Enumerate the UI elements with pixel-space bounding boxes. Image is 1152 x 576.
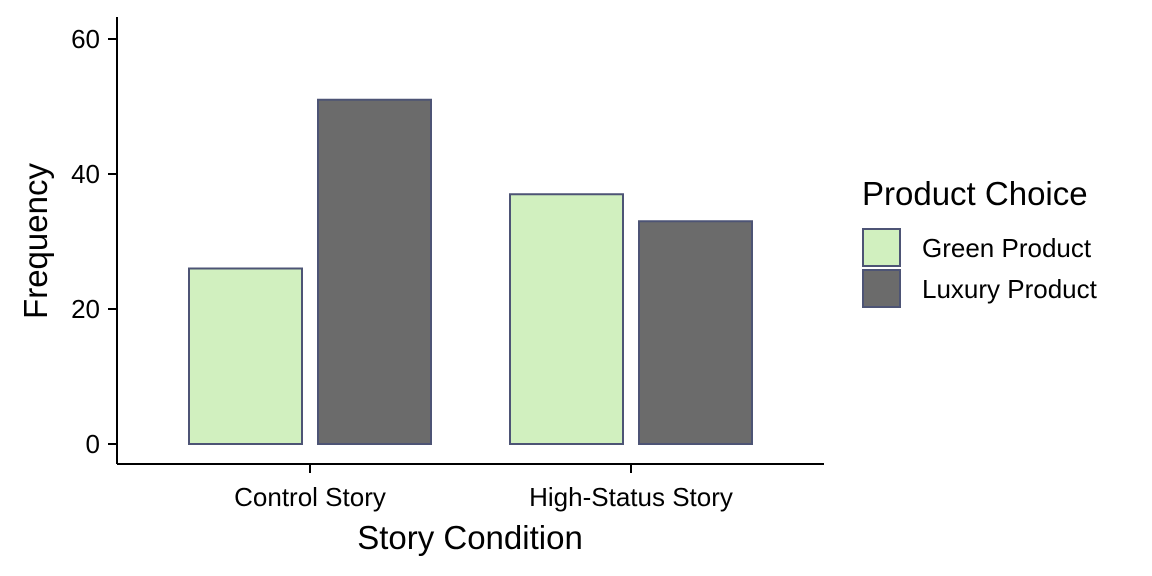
legend-label-1: Green Product <box>922 233 1092 263</box>
bar-1-1 <box>188 267 303 445</box>
y-tick-label: 60 <box>71 24 100 54</box>
legend-swatch-2 <box>862 269 901 308</box>
x-axis-ticks: Control Story High-Status Story <box>234 464 733 512</box>
x-axis-title: Story Condition <box>357 519 583 556</box>
x-tick-label: Control Story <box>234 482 386 512</box>
y-axis-ticks: 0 20 40 60 <box>71 24 117 459</box>
legend: Product Choice Green Product Luxury Produ… <box>862 175 1098 308</box>
y-tick-label: 40 <box>71 159 100 189</box>
y-axis-title: Frequency <box>17 163 54 319</box>
bar-2-2 <box>638 220 753 445</box>
bars-layer <box>188 98 753 445</box>
legend-label-2: Luxury Product <box>922 274 1098 304</box>
legend-items: Green Product Luxury Product <box>862 228 1098 308</box>
y-tick-label: 0 <box>86 429 100 459</box>
legend-swatch-1 <box>862 228 901 267</box>
legend-title: Product Choice <box>862 175 1088 212</box>
y-tick-label: 20 <box>71 294 100 324</box>
bar-2-1 <box>509 193 624 445</box>
x-tick-label: High-Status Story <box>529 482 733 512</box>
bar-1-2 <box>317 98 432 445</box>
